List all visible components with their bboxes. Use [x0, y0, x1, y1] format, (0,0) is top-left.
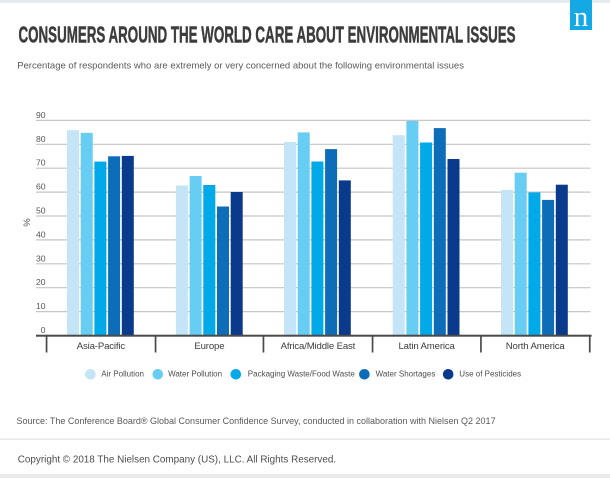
svg-text:Use of Pesticides: Use of Pesticides — [459, 370, 521, 379]
svg-text:80: 80 — [36, 134, 46, 144]
svg-text:Water Pollution: Water Pollution — [168, 370, 222, 379]
svg-text:Packaging Waste/Food Waste: Packaging Waste/Food Waste — [248, 370, 356, 379]
svg-text:Percentage of respondents who: Percentage of respondents who are extrem… — [17, 61, 464, 72]
svg-text:30: 30 — [36, 253, 46, 263]
svg-text:n: n — [574, 1, 589, 33]
svg-text:40: 40 — [36, 229, 46, 239]
svg-text:90: 90 — [36, 110, 46, 120]
svg-text:60: 60 — [36, 182, 46, 192]
svg-text:CONSUMERS AROUND THE WORLD CAR: CONSUMERS AROUND THE WORLD CARE ABOUT EN… — [19, 22, 516, 48]
svg-text:Air Pollution: Air Pollution — [101, 370, 144, 379]
svg-text:Water Shortages: Water Shortages — [376, 370, 436, 379]
svg-text:Latin America: Latin America — [399, 341, 456, 352]
svg-text:0: 0 — [41, 325, 46, 335]
svg-text:Asia-Pacific: Asia-Pacific — [77, 341, 126, 352]
svg-text:Source: The Conference Board®: Source: The Conference Board® Global Con… — [17, 416, 496, 426]
svg-text:10: 10 — [36, 301, 46, 311]
svg-text:%: % — [22, 218, 33, 227]
svg-text:20: 20 — [36, 277, 46, 287]
svg-text:50: 50 — [36, 206, 46, 216]
svg-text:Africa/Middle East: Africa/Middle East — [281, 341, 356, 352]
svg-text:70: 70 — [36, 158, 46, 168]
svg-text:Europe: Europe — [194, 341, 224, 352]
svg-text:North America: North America — [506, 341, 566, 352]
svg-text:Copyright © 2018 The Nielsen C: Copyright © 2018 The Nielsen Company (US… — [18, 454, 336, 465]
